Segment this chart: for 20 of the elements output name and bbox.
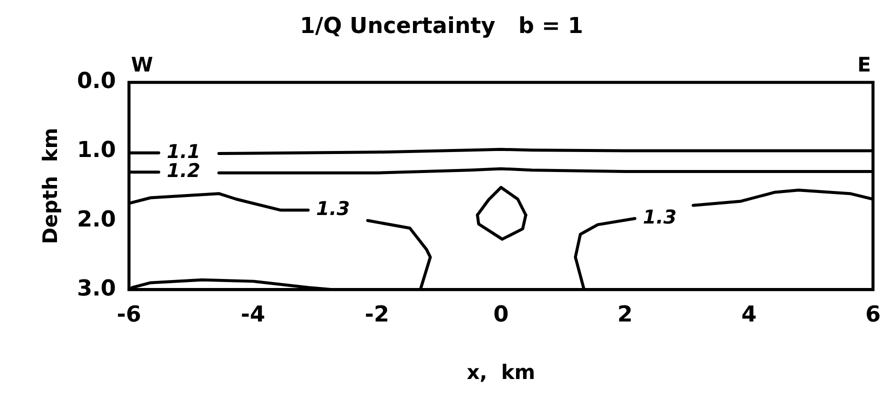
annotation: 1.3 [642, 206, 677, 228]
x-tick-label: 6 [865, 302, 881, 328]
annotation: 1.3 [316, 198, 350, 220]
x-tick-label: 2 [617, 302, 633, 328]
y-tick-label: 0.0 [76, 69, 116, 94]
annotation: 1.2 [166, 160, 200, 182]
text: E [857, 52, 871, 77]
chart-title: 1/Q Uncertainty b = 1 [300, 14, 584, 39]
y-tick-label: 2.0 [76, 207, 116, 232]
x-tick-label: 4 [741, 302, 757, 328]
x-tick-label: 0 [493, 302, 509, 328]
y-axis-title: Depth km [38, 128, 62, 244]
x-tick-label: -4 [240, 302, 266, 328]
text: W [130, 52, 154, 77]
x-tick-label: -2 [364, 302, 390, 328]
annotation: 1.1 [166, 140, 200, 163]
x-axis-title: x, km [466, 360, 536, 384]
y-tick-label: 1.0 [76, 138, 116, 164]
y-tick-label: 3.0 [76, 276, 116, 302]
x-tick-label: -6 [116, 302, 142, 328]
